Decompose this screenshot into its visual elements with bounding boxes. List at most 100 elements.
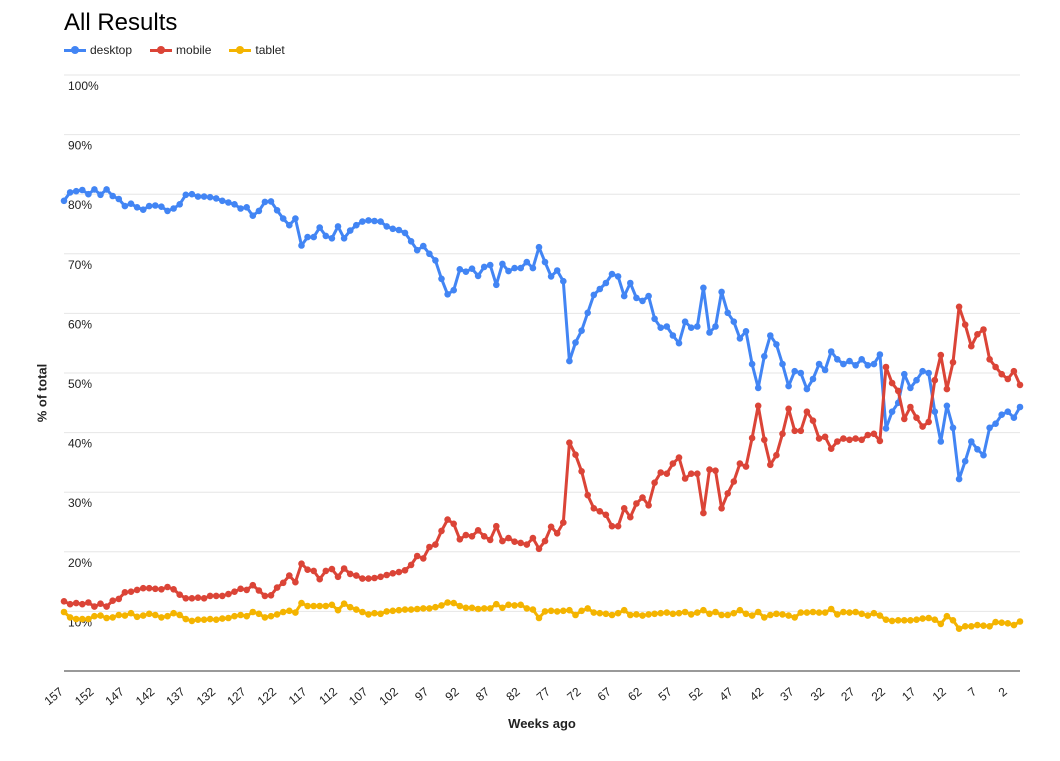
data-point-desktop bbox=[675, 339, 683, 347]
data-point-tablet bbox=[596, 609, 604, 617]
data-point-desktop bbox=[91, 186, 98, 193]
legend-item-mobile[interactable]: mobile bbox=[150, 42, 211, 58]
data-point-mobile bbox=[426, 543, 433, 551]
data-point-mobile bbox=[846, 436, 853, 444]
data-point-tablet bbox=[566, 606, 573, 614]
data-point-mobile bbox=[1004, 375, 1012, 383]
data-point-tablet bbox=[200, 616, 208, 623]
data-point-desktop bbox=[255, 207, 263, 215]
data-point-mobile bbox=[279, 579, 287, 587]
y-tick-label: 60% bbox=[68, 317, 92, 331]
data-point-mobile bbox=[560, 519, 567, 526]
data-point-mobile bbox=[219, 592, 226, 600]
data-point-mobile bbox=[840, 435, 847, 442]
data-point-desktop bbox=[754, 384, 762, 392]
data-point-desktop bbox=[1010, 414, 1018, 422]
data-point-tablet bbox=[145, 610, 153, 618]
data-point-desktop bbox=[493, 281, 500, 289]
data-point-mobile bbox=[663, 470, 671, 478]
y-axis-label: % of total bbox=[34, 363, 50, 423]
data-point-tablet bbox=[541, 608, 549, 615]
data-point-desktop bbox=[992, 420, 999, 428]
data-point-tablet bbox=[797, 609, 805, 616]
data-point-desktop bbox=[480, 263, 488, 271]
data-point-desktop bbox=[578, 327, 585, 335]
data-point-desktop bbox=[365, 217, 372, 224]
data-point-mobile bbox=[1016, 381, 1024, 389]
data-point-tablet bbox=[834, 611, 841, 618]
legend-item-tablet[interactable]: tablet bbox=[229, 42, 285, 58]
data-point-tablet bbox=[298, 599, 305, 607]
data-point-tablet bbox=[346, 603, 354, 611]
data-point-mobile bbox=[255, 587, 263, 594]
data-point-tablet bbox=[742, 610, 750, 618]
series-line-mobile bbox=[63, 305, 1022, 609]
data-point-desktop bbox=[949, 424, 957, 432]
data-point-mobile bbox=[444, 516, 451, 523]
data-point-tablet bbox=[961, 623, 969, 630]
data-point-tablet bbox=[103, 614, 110, 622]
data-point-mobile bbox=[614, 522, 622, 530]
data-point-tablet bbox=[249, 608, 257, 616]
data-point-desktop bbox=[444, 291, 451, 298]
data-point-desktop bbox=[913, 376, 920, 384]
x-tick-label: 137 bbox=[163, 684, 188, 708]
data-point-tablet bbox=[206, 615, 214, 623]
data-point-mobile bbox=[907, 403, 914, 411]
data-point-desktop bbox=[797, 369, 805, 377]
data-point-mobile bbox=[346, 570, 354, 578]
data-point-tablet bbox=[365, 611, 372, 618]
data-point-desktop bbox=[633, 294, 640, 302]
data-point-tablet bbox=[620, 606, 628, 614]
data-point-tablet bbox=[803, 609, 811, 616]
data-point-desktop bbox=[486, 261, 494, 269]
data-point-mobile bbox=[237, 585, 244, 593]
data-point-tablet bbox=[535, 614, 543, 622]
data-point-tablet bbox=[279, 608, 287, 616]
data-point-desktop bbox=[803, 385, 811, 393]
data-point-desktop bbox=[206, 193, 214, 201]
data-point-mobile bbox=[72, 599, 80, 607]
data-point-mobile bbox=[60, 598, 68, 605]
data-point-tablet bbox=[791, 614, 798, 621]
data-point-tablet bbox=[955, 625, 963, 632]
data-point-mobile bbox=[115, 595, 123, 603]
data-point-tablet bbox=[450, 599, 458, 607]
data-point-desktop bbox=[200, 193, 208, 200]
data-point-desktop bbox=[389, 225, 397, 233]
data-point-mobile bbox=[188, 595, 196, 602]
data-point-desktop bbox=[882, 425, 890, 432]
data-point-desktop bbox=[182, 191, 190, 199]
data-point-tablet bbox=[133, 613, 141, 621]
legend-item-desktop[interactable]: desktop bbox=[64, 42, 132, 58]
data-point-mobile bbox=[919, 423, 926, 430]
data-point-tablet bbox=[115, 611, 123, 619]
data-point-tablet bbox=[426, 605, 433, 612]
data-point-mobile bbox=[955, 303, 963, 311]
data-point-tablet bbox=[237, 611, 244, 619]
data-point-desktop bbox=[736, 335, 744, 342]
data-point-tablet bbox=[267, 612, 275, 620]
data-point-mobile bbox=[730, 478, 738, 485]
data-point-tablet bbox=[462, 604, 470, 612]
data-point-desktop bbox=[998, 411, 1005, 419]
x-tick-label: 2 bbox=[996, 684, 1010, 699]
data-point-tablet bbox=[864, 612, 872, 619]
data-point-tablet bbox=[91, 612, 98, 620]
data-point-tablet bbox=[121, 612, 129, 619]
data-point-desktop bbox=[541, 258, 549, 266]
data-point-mobile bbox=[365, 575, 372, 582]
data-point-tablet bbox=[846, 609, 853, 616]
data-point-desktop bbox=[225, 199, 232, 206]
data-point-tablet bbox=[888, 617, 896, 625]
data-point-mobile bbox=[590, 505, 598, 512]
data-point-tablet bbox=[986, 623, 993, 630]
data-point-desktop bbox=[925, 369, 932, 377]
data-point-desktop bbox=[359, 218, 366, 225]
data-point-tablet bbox=[919, 615, 926, 622]
x-tick-label: 87 bbox=[473, 684, 492, 704]
data-point-tablet bbox=[85, 615, 92, 623]
data-point-mobile bbox=[639, 494, 646, 501]
data-point-mobile bbox=[517, 539, 524, 547]
data-point-mobile bbox=[742, 463, 750, 470]
